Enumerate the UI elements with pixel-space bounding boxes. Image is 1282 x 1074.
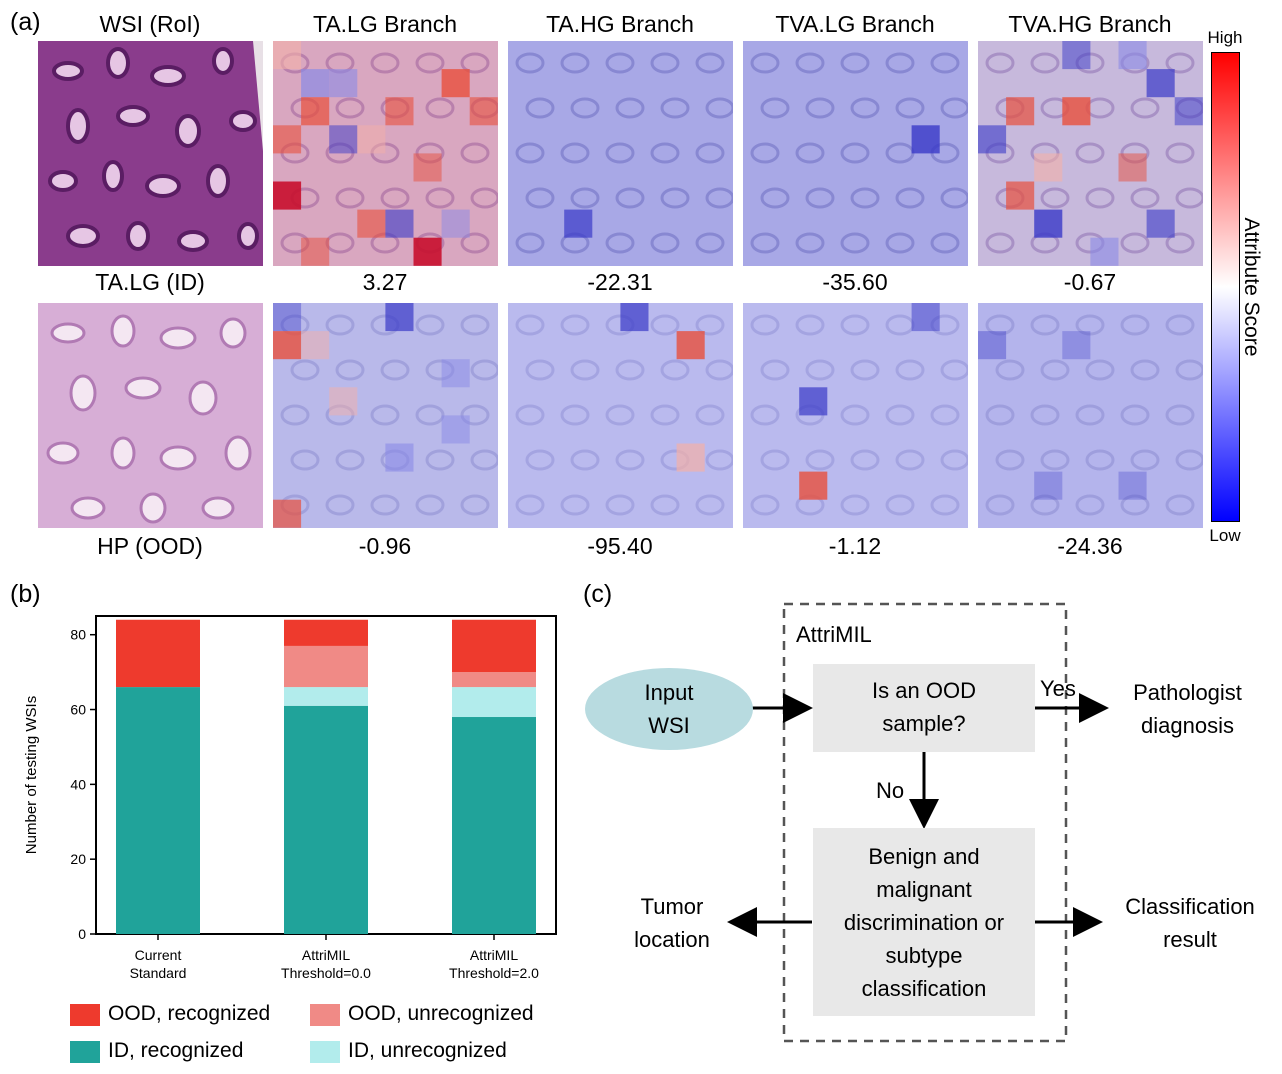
- legend-swatch-ood-unrecognized: [310, 1004, 340, 1026]
- classify-line3: discrimination or: [843, 910, 1005, 935]
- legend-swatch-id-recognized: [70, 1041, 100, 1063]
- score-row2-ta-hg: -95.40: [587, 533, 653, 559]
- yes-label: Yes: [1040, 676, 1076, 701]
- column-title-wsi: WSI (RoI): [99, 11, 201, 37]
- score-row1-tva-lg: -35.60: [822, 269, 888, 295]
- bar-segment-id-recognized: [284, 705, 368, 934]
- wsi-image-hp: [38, 303, 263, 528]
- bar-segment-ood-recognized: [284, 619, 368, 646]
- heatmap-tva-lg-branch-row2: [743, 303, 968, 528]
- heatmap-tva-hg-branch-row2: [978, 303, 1203, 528]
- column-title-ta-hg: TA.HG Branch: [546, 11, 694, 37]
- result-line1: Classification: [1125, 894, 1255, 919]
- colorbar-low-label: Low: [1209, 526, 1241, 545]
- panel-b-label: (b): [10, 580, 41, 608]
- y-tick-label: 20: [70, 851, 86, 867]
- x-tick-label: AttriMIL: [470, 947, 518, 963]
- bar-segment-id-recognized: [116, 687, 200, 934]
- x-tick-label: Standard: [130, 965, 187, 981]
- classify-line2: malignant: [876, 877, 972, 902]
- column-title-tva-hg: TVA.HG Branch: [1008, 11, 1172, 37]
- bar-segment-ood-unrecognized: [284, 645, 368, 688]
- bar-segment-ood-recognized: [452, 619, 536, 673]
- result-line2: result: [1163, 927, 1217, 952]
- tumor-line2: location: [634, 927, 710, 952]
- y-tick-label: 0: [78, 926, 86, 942]
- heatmap-tva-lg-branch-row1: [743, 41, 968, 266]
- classification-node: Benign and malignant discrimination or s…: [813, 828, 1035, 1016]
- input-wsi-line2: WSI: [648, 713, 690, 738]
- bar-segment-id-unrecognized: [284, 687, 368, 706]
- y-tick-label: 40: [70, 776, 86, 792]
- x-tick-label: Threshold=2.0: [449, 965, 539, 981]
- classify-line5: classification: [861, 976, 987, 1001]
- stacked-bar-chart: 0 20 40 60 80 Number of testing WSIs Current St…: [20, 598, 580, 998]
- heatmap-ta-lg-branch-row1: [273, 41, 498, 266]
- y-axis-label: Number of testing WSIs: [23, 696, 40, 854]
- tumor-line1: Tumor: [640, 894, 704, 919]
- bar-segment-id-unrecognized: [452, 687, 536, 718]
- score-row1-ta-hg: -22.31: [587, 269, 653, 295]
- row2-label: HP (OOD): [97, 533, 203, 559]
- panel-a-label: (a): [10, 8, 41, 36]
- pathologist-diagnosis-node: Pathologist diagnosis: [1110, 676, 1265, 742]
- score-row2-tva-lg: -1.12: [828, 533, 882, 559]
- bar-segment-id-recognized: [452, 717, 536, 934]
- legend-label-id-recognized: ID, recognized: [108, 1039, 244, 1062]
- legend-swatch-id-unrecognized: [310, 1041, 340, 1063]
- score-row2-tva-hg: -24.36: [1057, 533, 1123, 559]
- ood-decision-line1: Is an OOD: [872, 678, 976, 703]
- y-tick-label: 60: [70, 702, 86, 718]
- row1-label: TA.LG (ID): [95, 269, 205, 295]
- classify-line4: subtype: [885, 943, 963, 968]
- heatmap-ta-lg-branch-row2: [273, 303, 498, 528]
- bar-segment-ood-unrecognized: [452, 672, 536, 688]
- heatmap-ta-hg-branch-row1: [508, 41, 733, 266]
- legend-swatch-ood-recognized: [70, 1004, 100, 1026]
- column-title-tva-lg: TVA.LG Branch: [775, 11, 935, 37]
- pathologist-line1: Pathologist: [1133, 680, 1242, 705]
- panel-c-label: (c): [583, 580, 613, 608]
- y-tick-label: 80: [70, 627, 86, 643]
- score-row1-tva-hg: -0.67: [1063, 269, 1117, 295]
- tumor-location-node: Tumor location: [612, 890, 732, 956]
- heatmap-tva-hg-branch-row1: [978, 41, 1203, 266]
- input-wsi-node: Input WSI: [585, 668, 753, 750]
- ood-decision-line2: sample?: [882, 711, 966, 736]
- no-label: No: [876, 778, 905, 803]
- colorbar-high-label: High: [1207, 28, 1243, 47]
- score-row2-ta-lg: -0.96: [358, 533, 412, 559]
- classify-line1: Benign and: [868, 844, 980, 869]
- legend-label-ood-recognized: OOD, recognized: [108, 1002, 271, 1025]
- classification-result-node: Classification result: [1105, 890, 1275, 956]
- wsi-image-ta-lg: [38, 41, 263, 266]
- score-row1-ta-lg: 3.27: [362, 269, 408, 295]
- input-wsi-line1: Input: [644, 680, 694, 705]
- column-title-ta-lg: TA.LG Branch: [312, 11, 458, 37]
- bar-segment-ood-recognized: [116, 619, 200, 688]
- attrimil-container-label: AttriMIL: [796, 622, 872, 647]
- heatmap-ta-hg-branch-row2: [508, 303, 733, 528]
- legend-label-ood-unrecognized: OOD, unrecognized: [348, 1002, 534, 1025]
- colorbar-title: Attribute Score: [1240, 217, 1263, 357]
- pathologist-line2: diagnosis: [1141, 713, 1234, 738]
- colorbar: [1211, 52, 1240, 522]
- x-tick-label: Threshold=0.0: [281, 965, 371, 981]
- legend-label-id-unrecognized: ID, unrecognized: [348, 1039, 507, 1062]
- x-tick-label: Current: [135, 947, 182, 963]
- ood-decision-node: Is an OOD sample?: [813, 664, 1035, 752]
- x-tick-label: AttriMIL: [302, 947, 350, 963]
